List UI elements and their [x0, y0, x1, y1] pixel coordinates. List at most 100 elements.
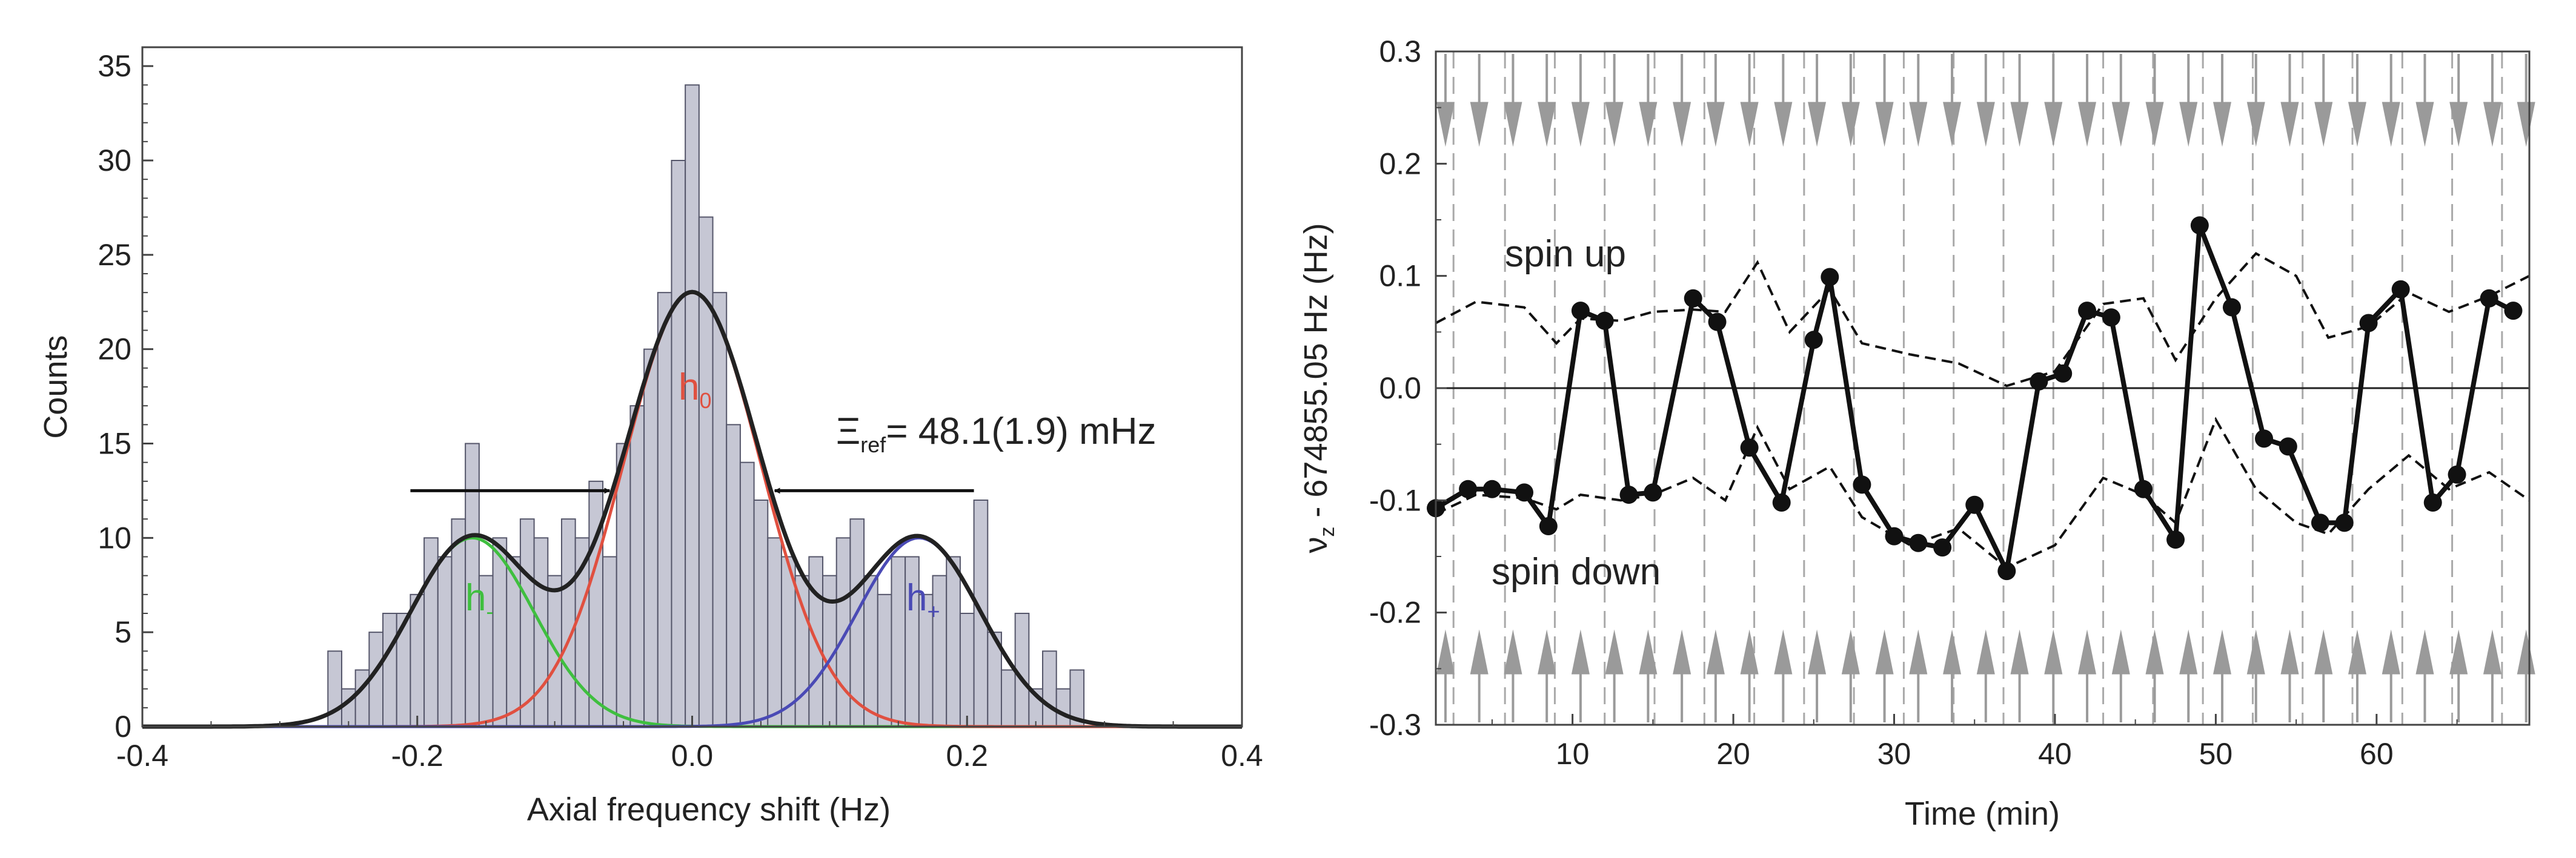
histogram-bar [451, 518, 466, 728]
nu-subscript: z [1316, 527, 1339, 537]
histogram-x-ticks: -0.4 -0.2 0.0 0.2 0.4 [116, 716, 1263, 773]
spin-up-arrow-head [1538, 629, 1556, 675]
data-point [2054, 364, 2073, 383]
spin-up-label: spin up [1505, 233, 1626, 275]
x-tick-label: -0.2 [391, 739, 443, 773]
spin-down-arrow-head [1673, 102, 1691, 147]
histogram-bar [588, 480, 604, 727]
histogram-y-axis-label: Counts [38, 335, 74, 438]
spin-up-arrow-head [2179, 629, 2198, 675]
data-point [2480, 289, 2498, 308]
spin-up-arrow-head [2348, 629, 2366, 675]
y-tick-label: 0.1 [1379, 259, 1421, 293]
histogram-bar [410, 593, 425, 727]
x-tick-label: 20 [1716, 737, 1750, 771]
y-tick-label: -0.1 [1369, 483, 1421, 517]
spin-down-arrow-head [1976, 102, 1995, 147]
data-point [2102, 308, 2120, 327]
x-tick-label: 0.0 [671, 739, 714, 773]
data-point [2190, 216, 2209, 235]
data-point [1459, 480, 1478, 498]
spin-up-arrow-head [1976, 629, 1995, 675]
time-series-y-ticks: -0.3 -0.2 -0.1 0.0 0.1 0.2 0.3 [1369, 35, 1447, 742]
spin-up-arrow-head [1673, 629, 1691, 675]
data-point [2391, 280, 2410, 299]
spin-up-arrow-head [1436, 629, 1455, 675]
spin-up-arrow-head [2314, 629, 2333, 675]
histogram-bar [560, 518, 576, 728]
histogram-bar [382, 613, 397, 727]
y-tick-label: 0.0 [1379, 371, 1421, 405]
data-point [1909, 533, 1928, 552]
histogram-y-ticks: 0 5 10 15 20 25 30 35 [98, 49, 153, 744]
spin-down-arrow-head [2010, 102, 2029, 147]
y-tick-label: 30 [98, 144, 131, 177]
histogram-bar [767, 537, 782, 727]
spin-up-arrow-head [1875, 629, 1894, 675]
histogram-bar [726, 424, 741, 727]
spin-up-arrow-head [1774, 629, 1793, 675]
data-point [1804, 331, 1823, 349]
data-point [2166, 530, 2185, 549]
y-tick-label: 10 [98, 521, 131, 555]
spin-down-arrow-head [2111, 102, 2130, 147]
data-point [1619, 486, 1638, 504]
histogram-bar [1055, 688, 1071, 727]
data-point [1933, 538, 1952, 557]
histogram-bar [629, 405, 645, 727]
histogram-bar [492, 537, 508, 727]
y-tick-label: -0.2 [1369, 596, 1421, 630]
spin-up-arrow-head [2111, 629, 2130, 675]
y-tick-label: 15 [98, 427, 131, 461]
data-point [2359, 314, 2378, 332]
lower-envelope-line [1435, 417, 2531, 569]
spin-down-arrow-head [1436, 102, 1455, 147]
x-tick-label: 40 [2038, 737, 2072, 771]
spin-up-arrow-head [1639, 629, 1658, 675]
h-minus-label: h- [465, 577, 493, 624]
xi-subscript: ref [860, 432, 886, 457]
fit-curve-sum [142, 289, 1242, 729]
spin-up-arrow-head [1943, 629, 1962, 675]
data-point [1644, 483, 1662, 502]
spin-down-arrow-head [1943, 102, 1962, 147]
spin-up-arrow-head [1504, 629, 1522, 675]
histogram-bar [835, 537, 851, 727]
spin-down-arrow-head [2483, 102, 2501, 147]
spin-down-arrow-head [1909, 102, 1928, 147]
spin-up-arrow-head [2044, 629, 2063, 675]
xi-symbol: Ξ [836, 411, 860, 452]
histogram-bar [519, 518, 535, 728]
xi-ref-label: Ξref= 48.1(1.9) mHz [836, 411, 1157, 457]
spin-down-arrow-head [2246, 102, 2265, 147]
histogram-bar [602, 556, 617, 727]
spin-up-arrow-head [2145, 629, 2164, 675]
data-point [2335, 513, 2354, 532]
data-point [2423, 493, 2442, 512]
data-point [1595, 311, 1614, 330]
spin-down-arrow-head [1504, 102, 1522, 147]
spin-down-arrow-head [2314, 102, 2333, 147]
histogram-x-axis-label: Axial frequency shift (Hz) [527, 791, 891, 828]
y-tick-label: 0 [115, 710, 131, 744]
spin-up-arrow-head [1841, 629, 1860, 675]
spin-down-arrow-head [2415, 102, 2434, 147]
data-point [2078, 302, 2097, 320]
spin-up-arrow-head [1571, 629, 1590, 675]
data-point [2279, 437, 2297, 456]
fwhm-annotation: Ξref= 48.1(1.9) mHz [410, 411, 1157, 494]
spin-down-arrow-head [1605, 102, 1624, 147]
spin-up-arrow-head [2280, 629, 2299, 675]
x-tick-label: 60 [2360, 737, 2394, 771]
data-point [1965, 495, 1984, 514]
histogram-bar [437, 556, 453, 727]
x-tick-label: 10 [1556, 737, 1590, 771]
y-tick-label: 0.3 [1379, 35, 1421, 68]
data-point [2222, 298, 2241, 317]
histogram-bar [1000, 669, 1016, 727]
histogram-bar [794, 575, 810, 728]
data-point [1539, 516, 1558, 535]
data-point [1684, 289, 1702, 308]
xi-value: = 48.1(1.9) mHz [886, 411, 1156, 452]
spin-down-arrow-head [1875, 102, 1894, 147]
